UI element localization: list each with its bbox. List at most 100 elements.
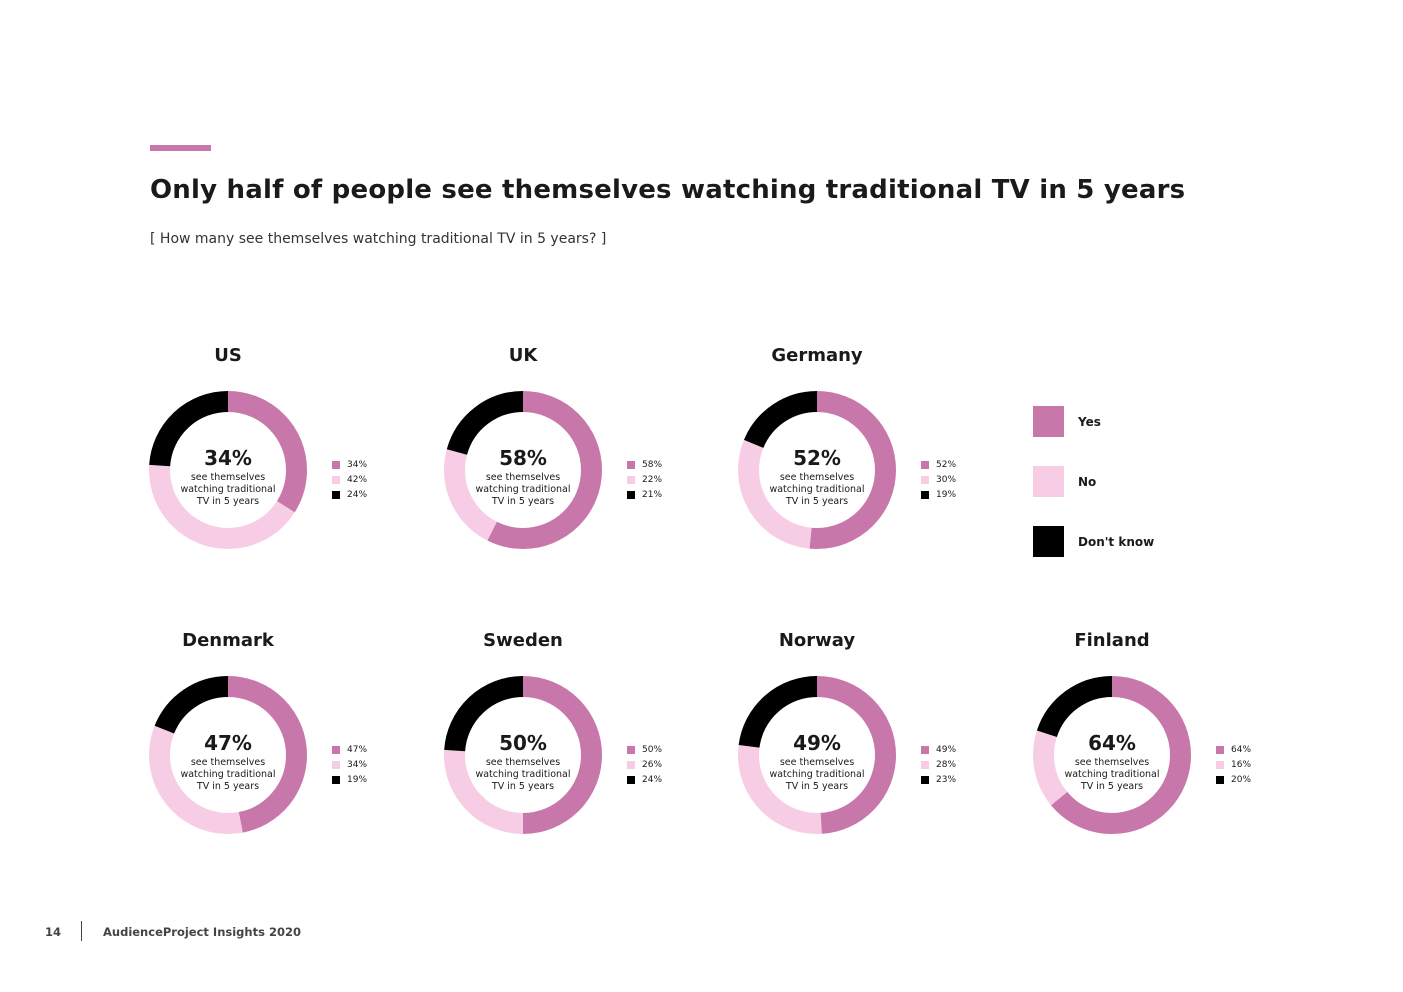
donut-chart-sweden: Sweden 50% see themselves watching traditi… xyxy=(443,630,703,860)
value-label-no: 42% xyxy=(347,474,368,485)
value-legend: 50% 26% 24% xyxy=(627,742,662,787)
legend-item-dont-know: Don't know xyxy=(1033,526,1154,557)
page-number: 14 xyxy=(45,925,62,939)
value-swatch-yes xyxy=(921,745,929,754)
value-label-dont-know: 24% xyxy=(642,774,663,785)
donut-segment-no xyxy=(738,676,896,834)
donut-segment-dont-know xyxy=(149,391,307,549)
yes-percentage: 50% xyxy=(499,731,547,755)
value-legend-item-yes: 47% xyxy=(332,742,367,757)
value-label-dont-know: 19% xyxy=(347,774,368,785)
legend-label-dont-know: Don't know xyxy=(1078,534,1155,549)
value-label-no: 30% xyxy=(936,474,957,485)
donut-ring xyxy=(444,676,602,834)
value-label-yes: 49% xyxy=(936,744,957,755)
center-caption: see themselves watching traditional TV i… xyxy=(769,757,865,792)
donut-segment-no xyxy=(444,676,602,834)
page-subtitle: [ How many see themselves watching tradi… xyxy=(150,231,607,247)
value-legend-item-yes: 64% xyxy=(1216,742,1251,757)
donut-chart-us: US 34% see themselves watching traditional… xyxy=(148,345,408,575)
value-legend-item-yes: 49% xyxy=(921,742,956,757)
value-legend-item-yes: 58% xyxy=(627,457,662,472)
value-legend: 34% 42% 24% xyxy=(332,457,367,502)
value-swatch-no xyxy=(332,760,340,769)
value-label-no: 26% xyxy=(642,759,663,770)
donut-ring xyxy=(444,391,602,549)
value-swatch-yes xyxy=(627,460,635,469)
value-legend-item-yes: 50% xyxy=(627,742,662,757)
value-swatch-yes xyxy=(332,460,340,469)
legend-swatch-dont-know xyxy=(1033,526,1064,557)
value-swatch-no xyxy=(332,475,340,484)
donut-segment-no xyxy=(149,676,307,834)
value-legend-item-no: 26% xyxy=(627,757,662,772)
donut-ring xyxy=(149,676,307,834)
legend-swatch-yes xyxy=(1033,406,1064,437)
value-label-no: 28% xyxy=(936,759,957,770)
center-caption: see themselves watching traditional TV i… xyxy=(1064,757,1160,792)
legend-label-yes: Yes xyxy=(1078,414,1101,429)
donut-ring xyxy=(1033,676,1191,834)
yes-percentage: 47% xyxy=(204,731,252,755)
center-caption: see themselves watching traditional TV i… xyxy=(180,757,276,792)
value-legend: 52% 30% 19% xyxy=(921,457,956,502)
donut-chart-germany: Germany 52% see themselves watching tradit… xyxy=(737,345,997,575)
value-label-yes: 52% xyxy=(936,459,957,470)
center-caption: see themselves watching traditional TV i… xyxy=(180,472,276,507)
value-swatch-no xyxy=(921,760,929,769)
value-legend-item-no: 30% xyxy=(921,472,956,487)
legend-swatch-no xyxy=(1033,466,1064,497)
yes-percentage: 52% xyxy=(793,446,841,470)
country-title: Denmark xyxy=(182,630,274,651)
donut-segment-dont-know xyxy=(738,676,896,834)
value-swatch-no xyxy=(1216,760,1224,769)
value-legend: 58% 22% 21% xyxy=(627,457,662,502)
value-swatch-yes xyxy=(1216,745,1224,754)
value-label-dont-know: 19% xyxy=(936,489,957,500)
value-label-yes: 58% xyxy=(642,459,663,470)
value-swatch-dont-know xyxy=(627,490,635,499)
donut-ring xyxy=(738,676,896,834)
value-label-dont-know: 20% xyxy=(1231,774,1252,785)
country-title: US xyxy=(214,345,242,366)
donut-segment-no xyxy=(738,391,896,549)
value-swatch-yes xyxy=(921,460,929,469)
donut-chart-norway: Norway 49% see themselves watching traditi… xyxy=(737,630,997,860)
donut-ring xyxy=(149,391,307,549)
value-swatch-dont-know xyxy=(921,490,929,499)
value-legend-item-no: 28% xyxy=(921,757,956,772)
value-swatch-dont-know xyxy=(332,490,340,499)
donut-segment-dont-know xyxy=(444,676,602,834)
value-label-no: 34% xyxy=(347,759,368,770)
title-accent-bar xyxy=(150,145,211,151)
value-swatch-no xyxy=(627,760,635,769)
value-legend: 64% 16% 20% xyxy=(1216,742,1251,787)
value-label-yes: 50% xyxy=(642,744,663,755)
value-legend-item-dont-know: 19% xyxy=(921,487,956,502)
value-legend-item-dont-know: 20% xyxy=(1216,772,1251,787)
value-legend-item-dont-know: 21% xyxy=(627,487,662,502)
value-swatch-no xyxy=(921,475,929,484)
value-legend-item-no: 16% xyxy=(1216,757,1251,772)
value-label-yes: 34% xyxy=(347,459,368,470)
donut-chart-uk: UK 58% see themselves watching traditional… xyxy=(443,345,703,575)
value-legend-item-no: 42% xyxy=(332,472,367,487)
value-label-dont-know: 24% xyxy=(347,489,368,500)
value-swatch-yes xyxy=(332,745,340,754)
page-title: Only half of people see themselves watch… xyxy=(150,175,1186,205)
value-legend-item-dont-know: 19% xyxy=(332,772,367,787)
value-label-dont-know: 21% xyxy=(642,489,663,500)
value-swatch-dont-know xyxy=(921,775,929,784)
value-label-yes: 47% xyxy=(347,744,368,755)
donut-segment-dont-know xyxy=(444,391,602,549)
donut-segment-no xyxy=(149,391,307,549)
value-legend-item-yes: 34% xyxy=(332,457,367,472)
yes-percentage: 58% xyxy=(499,446,547,470)
value-legend-item-dont-know: 24% xyxy=(627,772,662,787)
country-title: Sweden xyxy=(483,630,563,651)
yes-percentage: 34% xyxy=(204,446,252,470)
donut-chart-finland: Finland 64% see themselves watching tradit… xyxy=(1032,630,1292,860)
value-legend-item-yes: 52% xyxy=(921,457,956,472)
donut-segment-no xyxy=(1033,676,1191,834)
value-label-dont-know: 23% xyxy=(936,774,957,785)
